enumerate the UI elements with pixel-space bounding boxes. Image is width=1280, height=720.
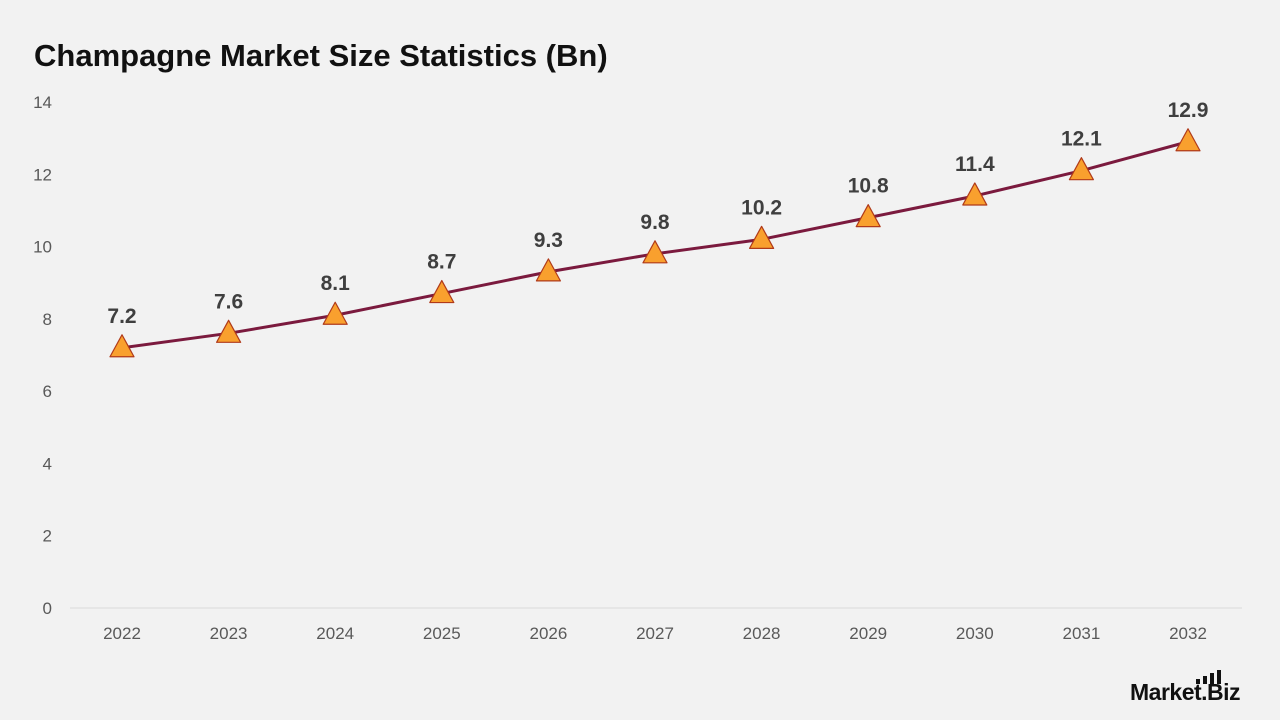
data-point-marker — [429, 279, 455, 304]
data-label: 12.1 — [1061, 128, 1102, 151]
brand-name: Market.Biz — [1130, 679, 1241, 705]
data-label: 7.2 — [107, 305, 136, 328]
brand-logo: Market.Biz — [1130, 670, 1260, 708]
data-point-marker — [855, 204, 881, 228]
data-label: 8.1 — [321, 272, 351, 295]
y-tick-label: 10 — [33, 238, 52, 257]
data-point-marker — [748, 225, 775, 249]
y-tick-label: 6 — [43, 382, 52, 401]
chart-title: Champagne Market Size Statistics (Bn) — [34, 38, 608, 73]
data-point-marker — [1068, 157, 1095, 181]
x-tick-label: 2032 — [1169, 624, 1207, 643]
y-tick-label: 0 — [43, 599, 52, 618]
y-tick-label: 14 — [33, 93, 52, 112]
data-label: 7.6 — [214, 290, 243, 313]
marker-layer — [109, 128, 1201, 358]
data-label: 10.2 — [741, 196, 782, 219]
data-label: 10.8 — [848, 175, 889, 198]
y-tick-label: 4 — [43, 454, 52, 473]
x-tick-label: 2025 — [423, 624, 461, 643]
x-tick-label: 2024 — [316, 624, 354, 643]
x-tick-label: 2027 — [636, 624, 674, 643]
bar-chart-icon — [1196, 670, 1226, 684]
x-tick-label: 2029 — [849, 624, 887, 643]
data-label: 11.4 — [955, 153, 995, 176]
data-label: 9.3 — [534, 229, 563, 252]
data-point-marker — [1175, 128, 1201, 152]
x-tick-label: 2031 — [1062, 624, 1100, 643]
y-tick-label: 2 — [43, 527, 52, 546]
data-point-marker — [962, 182, 988, 206]
y-tick-label: 12 — [33, 165, 52, 184]
data-point-marker — [216, 319, 242, 343]
data-point-marker — [109, 334, 135, 358]
y-tick-label: 8 — [43, 310, 52, 329]
data-label: 8.7 — [427, 251, 456, 274]
x-tick-label: 2028 — [743, 624, 781, 643]
x-axis: 2022 2023 2024 2025 2026 2027 2028 2029 2030 2031… — [70, 607, 1242, 643]
x-tick-label: 2026 — [529, 624, 567, 643]
data-label: 12.9 — [1168, 99, 1209, 122]
data-point-marker — [535, 258, 562, 282]
data-label-layer: 7.2 7.6 8.1 8.7 9.3 9.8 10.2 10.8 11.4 12.1 12.9 — [107, 99, 1208, 328]
x-tick-label: 2030 — [956, 624, 994, 643]
data-point-marker — [642, 240, 668, 264]
x-tick-label: 2023 — [210, 624, 248, 643]
data-point-marker — [322, 301, 348, 325]
y-axis: 0 2 4 6 8 10 12 14 — [33, 93, 52, 618]
x-tick-label: 2022 — [103, 624, 141, 643]
data-label: 9.8 — [640, 211, 670, 234]
